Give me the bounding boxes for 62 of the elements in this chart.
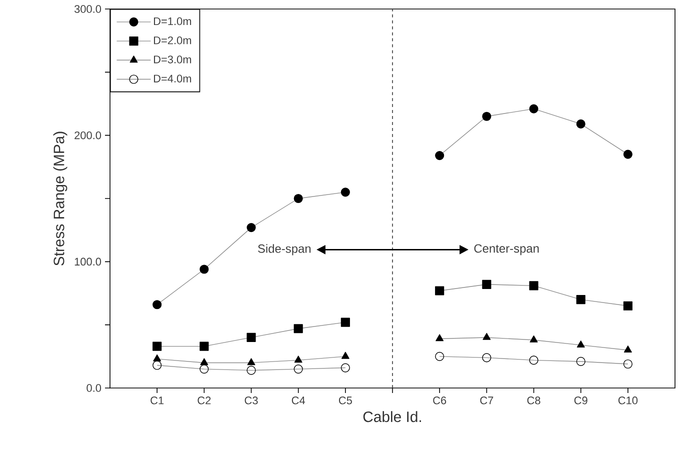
point — [246, 366, 256, 375]
point — [152, 300, 162, 310]
x-tick-label: C10 — [618, 396, 638, 404]
point — [340, 318, 350, 327]
point — [623, 150, 632, 159]
annotation: Side-span — [258, 244, 311, 256]
legend-label: D=2.0m — [154, 36, 192, 44]
point — [247, 358, 256, 366]
point — [200, 264, 209, 274]
annotation: Center-span — [474, 244, 539, 256]
point — [576, 295, 586, 304]
point — [529, 356, 538, 365]
y-tick-label: 200.0 — [74, 131, 102, 140]
x-tick-label: C9 — [574, 396, 588, 404]
x-tick-label: C8 — [527, 396, 540, 404]
legend-label: D=1.0m — [154, 17, 192, 26]
point — [435, 286, 444, 296]
y-tick-label: 100.0 — [74, 258, 102, 266]
legend-label: D=4.0m — [154, 74, 192, 82]
legend-label: D=3.0m — [154, 56, 192, 64]
point — [340, 188, 350, 197]
point — [623, 301, 632, 310]
point — [436, 334, 444, 342]
x-tick-label: C1 — [150, 396, 164, 404]
point — [576, 356, 586, 366]
point — [435, 352, 444, 361]
point — [294, 356, 302, 363]
point — [200, 342, 209, 351]
x-axis-title: Cable Id. — [363, 411, 422, 422]
point — [482, 332, 491, 340]
x-tick-label: C4 — [292, 396, 306, 404]
point — [246, 223, 256, 232]
point — [294, 324, 303, 334]
point — [529, 281, 538, 290]
point — [576, 119, 586, 128]
x-tick-label: C6 — [433, 396, 446, 404]
point — [623, 359, 632, 369]
x-tick-label: C7 — [480, 396, 494, 404]
point — [200, 364, 209, 374]
x-tick-label: C5 — [338, 396, 352, 404]
point — [200, 358, 208, 366]
point — [152, 360, 162, 370]
x-tick-label: C3 — [244, 396, 258, 404]
point — [294, 194, 303, 204]
point — [246, 332, 256, 342]
x-tick-label: C2 — [198, 396, 211, 404]
point — [153, 354, 162, 362]
y-axis-title: Stress Range (MPa) — [53, 132, 68, 266]
point — [576, 340, 585, 348]
point — [529, 104, 538, 114]
y-tick-label: 0.0 — [86, 384, 102, 392]
point — [624, 346, 632, 353]
point — [340, 363, 350, 372]
point — [294, 364, 303, 374]
point — [152, 342, 162, 351]
point — [482, 280, 492, 289]
point — [530, 335, 538, 342]
point — [482, 112, 492, 121]
point — [435, 151, 444, 160]
y-tick-label: 300.0 — [74, 5, 102, 13]
point — [482, 353, 492, 362]
point — [341, 352, 350, 359]
